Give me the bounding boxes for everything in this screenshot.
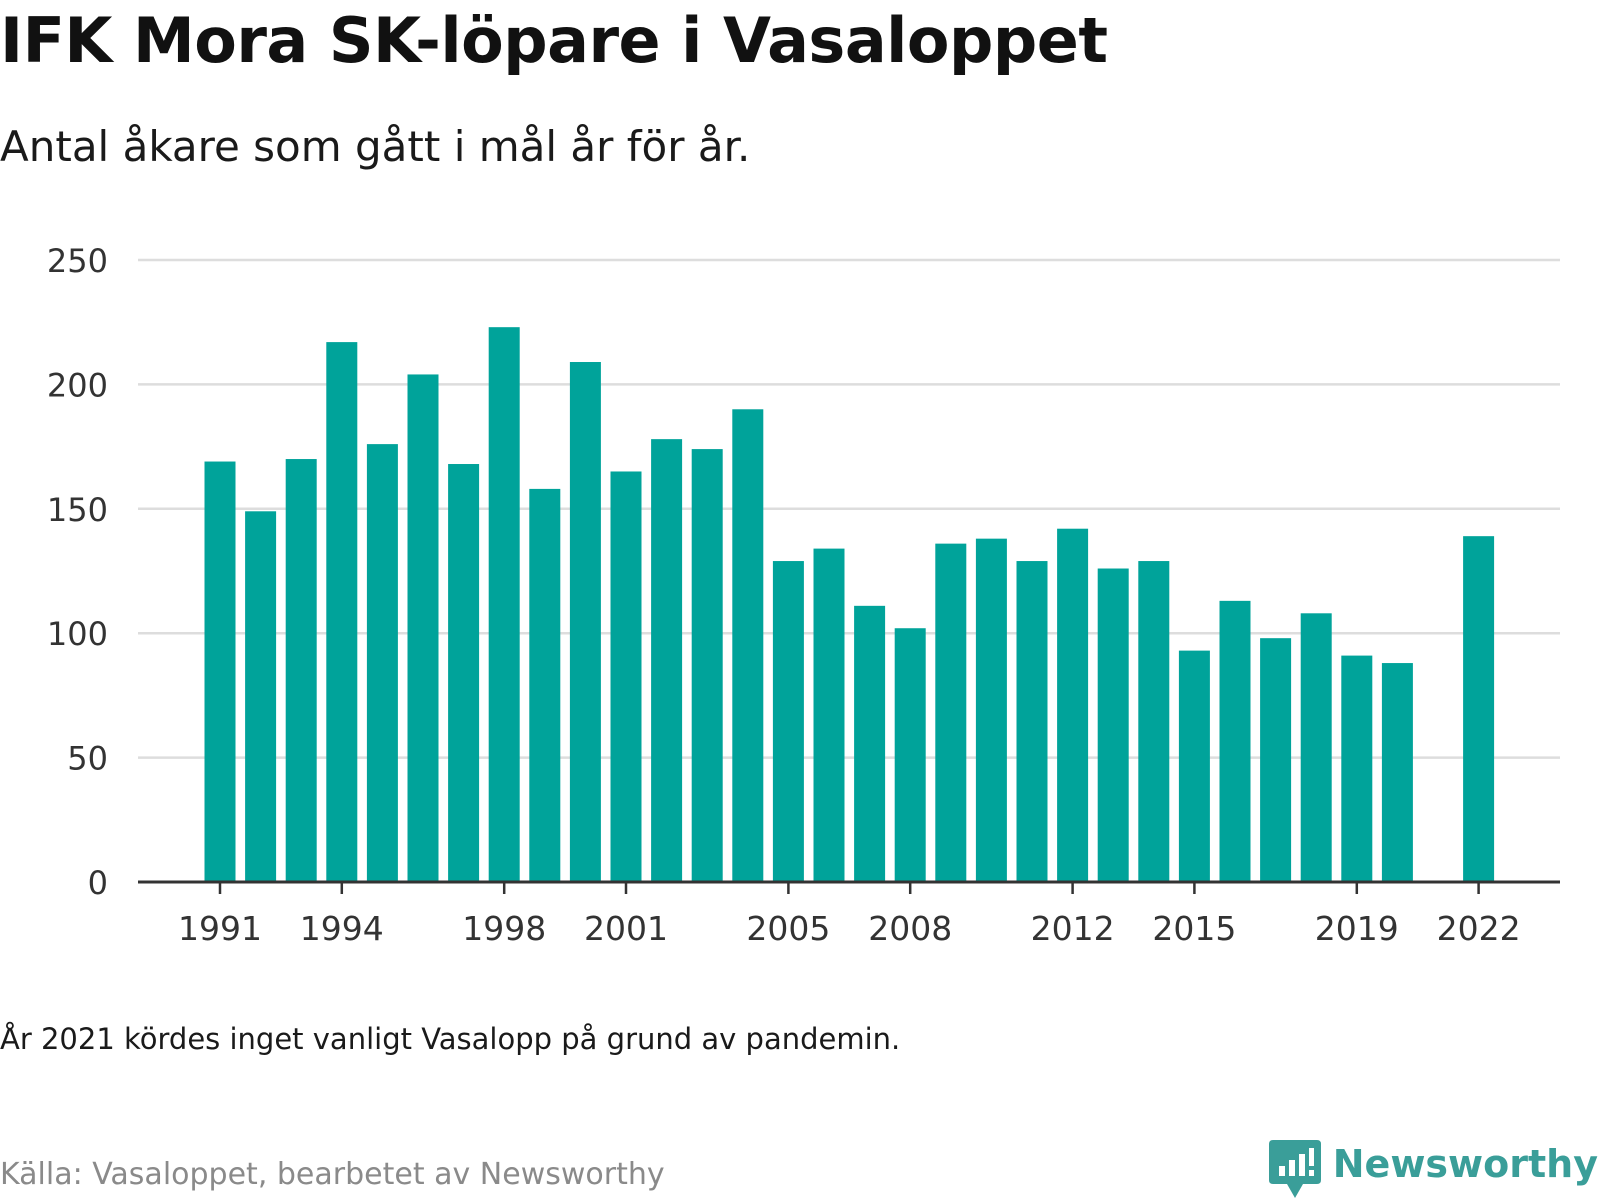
newsworthy-logo-icon (1268, 1140, 1321, 1198)
x-tick-label: 2022 (1437, 909, 1521, 948)
brand-logo: Newsworthy (1268, 1140, 1598, 1200)
bar-1995 (366, 444, 398, 882)
bar-chart: 0 50 100 150 200 250 1991 1994 1998 2001 2005 2008 2… (47, 242, 1560, 948)
chart-subtitle: Antal åkare som gått i mål år för år. (0, 122, 751, 171)
y-tick-label: 250 (47, 242, 108, 280)
bar-2008 (894, 628, 926, 882)
bar-1999 (529, 488, 561, 882)
bar-2018 (1300, 613, 1332, 882)
axes: 0 50 100 150 200 250 1991 1994 1998 2001 2005 2008 2… (47, 242, 1560, 948)
bar-2011 (1016, 561, 1048, 882)
x-tick-label: 2005 (746, 909, 830, 948)
x-tick-label: 1998 (462, 909, 546, 948)
y-tick-label: 100 (47, 615, 108, 653)
bar-2006 (813, 548, 845, 882)
y-tick-label: 0 (88, 864, 108, 902)
bar-2001 (610, 471, 642, 882)
bars (204, 327, 1495, 882)
bar-2003 (691, 449, 723, 882)
x-tick-label: 2019 (1315, 909, 1399, 948)
bar-2016 (1219, 600, 1251, 882)
bar-2019 (1341, 655, 1373, 882)
x-tick-label: 2001 (584, 909, 668, 948)
bar-2015 (1178, 650, 1210, 882)
x-tick-label: 2008 (868, 909, 952, 948)
bar-2007 (854, 605, 886, 882)
x-tick-label: 1994 (300, 909, 384, 948)
bar-2010 (975, 538, 1007, 882)
bar-1997 (448, 464, 480, 882)
bar-2009 (935, 543, 967, 882)
bar-1994 (326, 342, 358, 882)
bar-2014 (1138, 561, 1170, 882)
bar-1996 (407, 374, 439, 882)
bar-2017 (1260, 638, 1292, 882)
bar-2002 (651, 439, 683, 882)
source-credit: Källa: Vasaloppet, bearbetet av Newswort… (0, 1157, 665, 1192)
bar-1992 (245, 511, 277, 882)
bar-2005 (772, 561, 804, 882)
bar-2022 (1463, 536, 1495, 882)
brand-name: Newsworthy (1332, 1142, 1598, 1186)
bar-2020 (1381, 663, 1413, 882)
bar-2013 (1097, 568, 1129, 882)
x-tick-label: 2012 (1031, 909, 1115, 948)
y-tick-label: 200 (47, 366, 108, 404)
bar-2000 (569, 362, 601, 882)
x-tick-label: 1991 (178, 909, 262, 948)
y-tick-label: 50 (67, 740, 108, 778)
bar-1998 (488, 327, 520, 882)
chart-note: År 2021 kördes inget vanligt Vasalopp på… (0, 1022, 901, 1056)
bar-1991 (204, 461, 236, 882)
bar-2004 (732, 409, 764, 882)
y-tick-label: 150 (47, 491, 108, 529)
chart-title: IFK Mora SK-löpare i Vasaloppet (0, 4, 1108, 77)
bar-2012 (1057, 528, 1089, 882)
bar-1993 (285, 459, 317, 882)
x-tick-label: 2015 (1152, 909, 1236, 948)
